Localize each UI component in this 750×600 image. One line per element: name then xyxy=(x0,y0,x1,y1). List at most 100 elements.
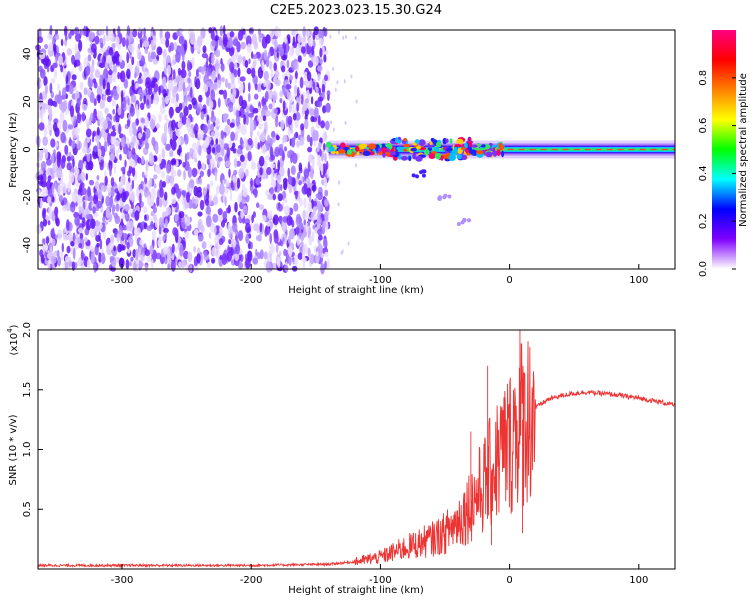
noise-blob xyxy=(229,31,235,38)
noise-blob xyxy=(44,43,49,50)
noise-blob xyxy=(316,200,321,209)
noise-blob xyxy=(135,82,139,89)
snr-series xyxy=(37,330,676,569)
noise-blob xyxy=(53,101,58,108)
noise-blob xyxy=(38,65,43,73)
branch-blob xyxy=(456,222,461,227)
noise-blob xyxy=(185,96,188,108)
noise-blob xyxy=(39,80,43,88)
noise-blob xyxy=(299,197,303,207)
noise-blob xyxy=(230,131,236,142)
snr-scale-note: (x104) xyxy=(6,324,20,355)
noise-blob xyxy=(101,184,105,192)
noise-blob xyxy=(303,182,308,193)
noise-blob xyxy=(176,75,180,84)
y-tick-label: 20 xyxy=(22,95,33,108)
noise-blob xyxy=(305,29,310,39)
noise-blob xyxy=(318,234,323,241)
noise-blob xyxy=(39,249,44,258)
signal-blob xyxy=(461,154,468,160)
noise-blob xyxy=(214,171,218,182)
noise-blob xyxy=(337,202,340,207)
noise-blob xyxy=(311,45,315,56)
noise-blob xyxy=(141,171,145,178)
noise-blob xyxy=(251,214,254,224)
noise-blob xyxy=(231,54,235,62)
noise-blob xyxy=(189,263,193,273)
noise-blob xyxy=(225,78,228,88)
noise-blob xyxy=(174,52,181,63)
chart-title: C2E5.2023.023.15.30.G24 xyxy=(270,3,442,18)
noise-blob xyxy=(194,229,199,237)
noise-blob xyxy=(248,145,252,151)
noise-blob xyxy=(211,70,217,81)
noise-blob xyxy=(70,207,75,213)
noise-blob xyxy=(92,112,95,125)
signal-blob xyxy=(395,137,399,143)
noise-blob xyxy=(120,103,124,110)
noise-blob xyxy=(296,86,300,98)
noise-blob xyxy=(267,51,271,58)
noise-blob xyxy=(288,102,292,113)
noise-blob xyxy=(170,175,174,184)
noise-blob xyxy=(210,195,213,201)
spectrogram-x-ticks: -300 -200 -100 0 100 xyxy=(111,264,648,286)
noise-blob xyxy=(176,188,182,199)
noise-blob xyxy=(211,30,215,41)
noise-blob xyxy=(83,87,88,96)
noise-blob xyxy=(178,35,185,45)
noise-blob xyxy=(239,137,243,146)
noise-blob xyxy=(283,146,288,152)
noise-blob xyxy=(321,83,326,95)
signal-blob xyxy=(430,137,435,142)
noise-blob xyxy=(87,54,92,62)
svg-text:(x104): (x104) xyxy=(6,324,20,355)
noise-blob xyxy=(307,60,314,68)
noise-blob xyxy=(252,54,258,60)
branch-blob xyxy=(419,170,424,175)
noise-blob xyxy=(185,117,191,129)
noise-blob xyxy=(131,56,135,66)
noise-blob xyxy=(206,154,213,160)
noise-blob xyxy=(188,70,192,78)
noise-blob xyxy=(179,112,184,119)
noise-blob xyxy=(271,90,278,102)
noise-blob xyxy=(306,71,312,82)
noise-blob xyxy=(299,76,304,89)
noise-blob xyxy=(269,146,274,158)
signal-blob xyxy=(414,139,420,144)
noise-blob xyxy=(354,163,357,168)
noise-blob xyxy=(78,39,83,52)
noise-blob xyxy=(144,47,149,54)
noise-blob xyxy=(264,227,268,237)
noise-blob xyxy=(297,33,303,44)
signal-blob xyxy=(476,150,484,155)
noise-blob xyxy=(228,239,232,245)
noise-blob xyxy=(106,54,112,64)
noise-blob xyxy=(92,78,97,84)
signal-blob xyxy=(378,151,383,155)
noise-blob xyxy=(106,95,112,103)
noise-blob xyxy=(317,228,323,236)
noise-blob xyxy=(105,206,111,219)
signal-blob xyxy=(501,150,505,158)
noise-blob xyxy=(103,161,106,168)
noise-blob xyxy=(215,58,220,70)
noise-blob xyxy=(107,75,113,85)
noise-blob xyxy=(83,25,87,37)
noise-blob xyxy=(326,258,330,270)
noise-blob xyxy=(289,75,294,81)
noise-blob xyxy=(82,146,87,154)
noise-blob xyxy=(275,135,280,141)
noise-blob xyxy=(153,93,160,105)
noise-blob xyxy=(195,78,201,90)
noise-blob xyxy=(53,69,58,79)
signal-blob xyxy=(358,144,366,150)
noise-blob xyxy=(287,175,293,185)
noise-blob xyxy=(274,70,280,79)
noise-blob xyxy=(90,228,95,238)
noise-blob xyxy=(62,68,67,79)
noise-blob xyxy=(55,53,58,63)
noise-blob xyxy=(166,163,171,174)
noise-blob xyxy=(240,124,247,136)
